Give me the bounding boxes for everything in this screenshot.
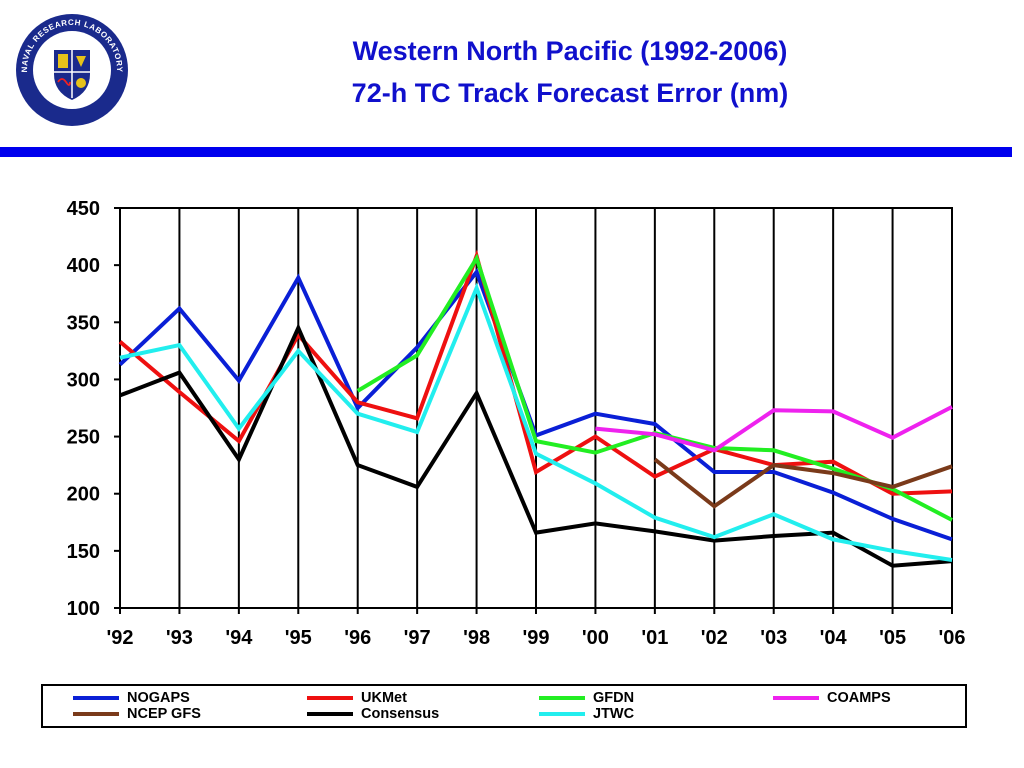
x-tick-label: '97 xyxy=(404,627,431,649)
legend-item-consensus: Consensus xyxy=(307,706,439,722)
chart-title-line-1: Western North Pacific (1992-2006) xyxy=(352,36,788,66)
x-tick-label: '06 xyxy=(938,627,965,649)
series-line-coamps xyxy=(595,405,953,453)
logo-trident-icon xyxy=(76,56,86,67)
header-divider xyxy=(0,147,1012,157)
x-tick-label: '98 xyxy=(463,627,490,649)
y-tick-label: 350 xyxy=(67,312,100,334)
legend-label: Consensus xyxy=(361,706,440,722)
legend-label: NCEP GFS xyxy=(127,706,201,722)
legend-swatch xyxy=(307,696,353,700)
legend-item-ukmet: UKMet xyxy=(307,690,407,706)
y-tick-label: 300 xyxy=(67,369,100,391)
legend-item-coamps: COAMPS xyxy=(773,690,891,706)
legend-swatch xyxy=(73,696,119,700)
x-tick-label: '99 xyxy=(522,627,549,649)
nrl-logo: NAVAL RESEARCH LABORATORY MONTEREY, CA xyxy=(16,14,128,126)
y-tick-label: 450 xyxy=(67,198,100,220)
grid-layer xyxy=(119,208,953,608)
x-tick-label: '00 xyxy=(582,627,609,649)
legend-item-jtwc: JTWC xyxy=(539,706,634,722)
x-tick-label: '01 xyxy=(641,627,668,649)
y-tick-label: 250 xyxy=(67,427,100,449)
legend-swatch xyxy=(73,712,119,716)
series-line-ncep-gfs xyxy=(653,457,953,509)
legend-label: COAMPS xyxy=(827,690,891,706)
legend-item-ncep-gfs: NCEP GFS xyxy=(73,706,201,722)
y-tick-label: 200 xyxy=(67,484,100,506)
legend-label: UKMet xyxy=(361,690,407,706)
y-tick-label: 100 xyxy=(67,598,100,620)
x-tick-label: '02 xyxy=(701,627,728,649)
legend-swatch xyxy=(307,712,353,716)
series-line-jtwc xyxy=(119,282,953,562)
x-tick-label: '93 xyxy=(166,627,193,649)
logo-wave-icon xyxy=(57,78,71,86)
legend-swatch xyxy=(539,712,585,716)
y-tick-label: 150 xyxy=(67,541,100,563)
x-tick-label: '05 xyxy=(879,627,906,649)
chart-legend: NOGAPS UKMet GFDN COAMPS NCEP GFS Consensus JT… xyxy=(41,684,967,728)
x-tick-label: '04 xyxy=(820,627,848,649)
legend-swatch xyxy=(539,696,585,700)
x-tick-label: '94 xyxy=(225,627,253,649)
axis-layer: 100 150 200 250 300 350 400 450 '92 '93 '94 '95 '96 '… xyxy=(67,198,966,649)
chart-title-line-2: 72-h TC Track Forecast Error (nm) xyxy=(351,78,789,108)
legend-item-nogaps: NOGAPS xyxy=(73,690,190,706)
legend-label: JTWC xyxy=(593,706,635,722)
logo-star-icon xyxy=(76,78,86,88)
y-tick-label: 400 xyxy=(67,255,100,277)
legend-label: NOGAPS xyxy=(127,690,190,706)
x-tick-label: '92 xyxy=(106,627,133,649)
logo-emblem-icon xyxy=(58,54,68,68)
x-tick-label: '03 xyxy=(760,627,787,649)
line-chart: 100 150 200 250 300 350 400 450 '92 '93 '94 '95 '96 '… xyxy=(67,198,966,649)
legend-item-gfdn: GFDN xyxy=(539,690,634,706)
x-tick-label: '95 xyxy=(285,627,312,649)
legend-label: GFDN xyxy=(593,690,635,706)
x-tick-label: '96 xyxy=(344,627,371,649)
series-line-consensus xyxy=(119,323,953,568)
legend-swatch xyxy=(773,696,819,700)
series-layer xyxy=(118,249,953,568)
